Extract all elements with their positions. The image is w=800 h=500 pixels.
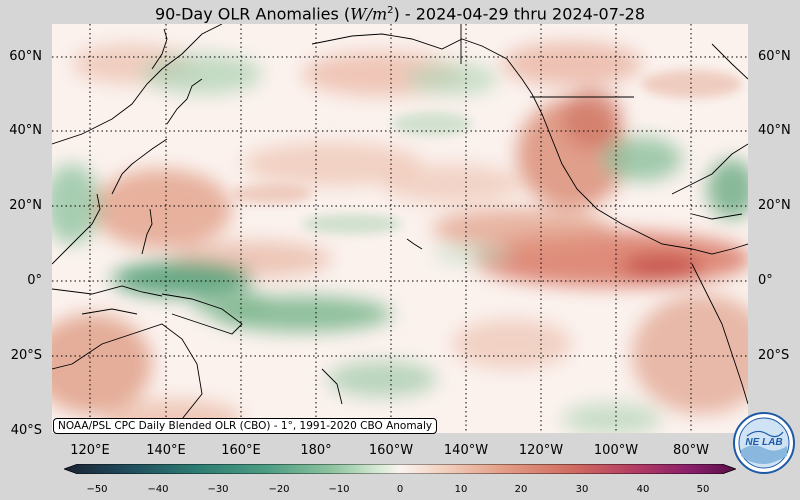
lat-label-60n-right: 60°N xyxy=(758,49,791,64)
colorbar-tick: −20 xyxy=(268,484,290,495)
lon-label: 80°W xyxy=(673,443,709,458)
anomaly-field xyxy=(52,42,748,433)
colorbar-tick: 0 xyxy=(396,484,404,495)
lon-label: 120°W xyxy=(518,443,564,458)
map-title: 90-Day OLR Anomalies (W/m2) - 2024-04-29… xyxy=(154,4,646,24)
lat-label-20s-right: 20°S xyxy=(758,348,790,363)
colorbar-tick: 40 xyxy=(636,484,650,495)
lon-label: 180° xyxy=(300,443,332,458)
colorbar-tick: −10 xyxy=(328,484,350,495)
lat-label-60n-left: 60°N xyxy=(9,49,42,64)
map-svg xyxy=(52,24,748,433)
lon-label: 120°E xyxy=(70,443,110,458)
lat-label-40n-right: 40°N xyxy=(758,123,791,138)
colorbar-tick: 50 xyxy=(696,484,710,495)
lat-label-0-right: 0° xyxy=(758,273,773,288)
lon-label: 160°W xyxy=(368,443,414,458)
colorbar xyxy=(64,464,736,474)
coastlines xyxy=(52,24,748,433)
lat-label-20n-left: 20°N xyxy=(9,198,42,213)
noaa-psl-logo-icon[interactable]: NE LAB xyxy=(733,412,795,474)
lon-label: 140°W xyxy=(443,443,489,458)
graticule xyxy=(52,24,748,433)
colorbar-tick: −40 xyxy=(147,484,169,495)
lat-label-40n-left: 40°N xyxy=(9,123,42,138)
lat-label-20n-right: 20°N xyxy=(758,198,791,213)
lat-label-20s-left: 20°S xyxy=(10,348,42,363)
lat-label-40s-left: 40°S xyxy=(10,423,42,438)
lon-label: 100°W xyxy=(593,443,639,458)
colorbar-tick: −50 xyxy=(86,484,108,495)
colorbar-tick: −30 xyxy=(207,484,229,495)
colorbar-tick: 20 xyxy=(514,484,528,495)
lat-label-0-left: 0° xyxy=(27,273,42,288)
lon-label: 140°E xyxy=(146,443,186,458)
svg-text:NE LAB: NE LAB xyxy=(745,437,782,448)
lon-label: 160°E xyxy=(221,443,261,458)
data-source-credit: NOAA/PSL CPC Daily Blended OLR (CBO) - 1… xyxy=(53,418,438,434)
olr-anomaly-map xyxy=(52,24,748,433)
colorbar-tick: 10 xyxy=(454,484,468,495)
colorbar-tick: 30 xyxy=(575,484,589,495)
